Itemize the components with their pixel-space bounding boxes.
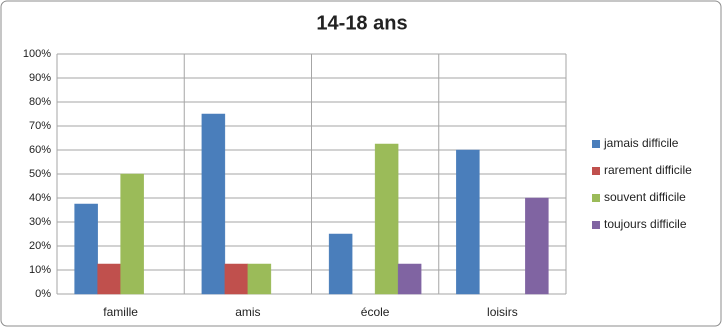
bar (247, 263, 272, 295)
x-tick-label: famille (103, 305, 138, 319)
y-tick-label: 20% (29, 240, 51, 252)
legend-swatch (592, 194, 600, 202)
y-tick-label: 50% (29, 168, 51, 180)
x-tick-label: école (361, 305, 390, 319)
legend-label: jamais difficile (603, 136, 679, 150)
y-tick-label: 30% (29, 216, 51, 228)
x-tick-label: amis (235, 305, 260, 319)
bar (74, 203, 98, 295)
legend-swatch (592, 221, 600, 229)
legend-swatch (592, 140, 600, 148)
x-tick-label: loisirs (487, 305, 518, 319)
y-tick-label: 90% (29, 72, 51, 84)
legend-label: souvent difficile (604, 190, 686, 204)
bar (456, 149, 480, 295)
y-tick-label: 10% (29, 264, 51, 276)
bar (97, 263, 121, 295)
y-tick-label: 100% (23, 48, 51, 60)
bar (328, 233, 353, 295)
legend-swatch (592, 167, 600, 175)
legend-label: rarement difficile (604, 163, 692, 177)
bar (525, 197, 549, 295)
bar (120, 173, 144, 295)
y-tick-label: 40% (29, 192, 51, 204)
y-tick-label: 0% (35, 288, 51, 300)
y-tick-label: 60% (29, 144, 51, 156)
legend-label: toujours difficile (604, 217, 687, 231)
bar (397, 263, 422, 295)
bar (374, 143, 399, 295)
bar (201, 113, 226, 295)
y-tick-label: 80% (29, 96, 51, 108)
bar (224, 263, 249, 295)
y-tick-label: 70% (29, 120, 51, 132)
chart-title: 14-18 ans (316, 12, 407, 34)
